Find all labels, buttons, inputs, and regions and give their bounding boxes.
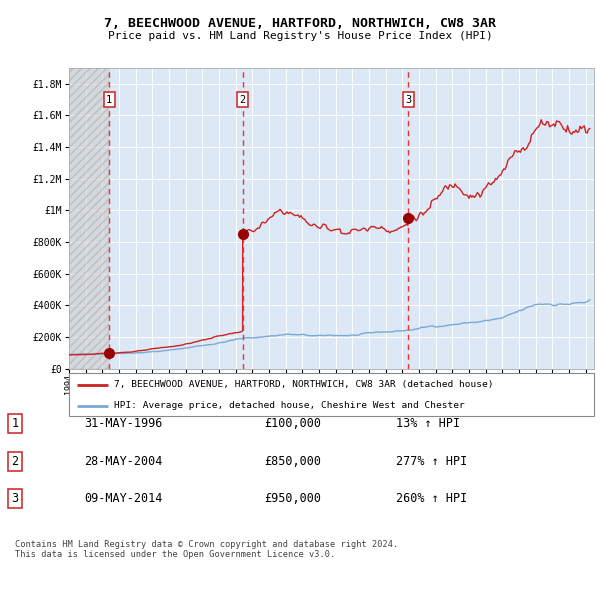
Text: 28-MAY-2004: 28-MAY-2004 [84,455,163,468]
Text: 13% ↑ HPI: 13% ↑ HPI [396,417,460,430]
Text: 277% ↑ HPI: 277% ↑ HPI [396,455,467,468]
Bar [69,68,109,369]
Text: 7, BEECHWOOD AVENUE, HARTFORD, NORTHWICH, CW8 3AR: 7, BEECHWOOD AVENUE, HARTFORD, NORTHWICH… [104,17,496,30]
Text: 260% ↑ HPI: 260% ↑ HPI [396,492,467,505]
Text: 7, BEECHWOOD AVENUE, HARTFORD, NORTHWICH, CW8 3AR (detached house): 7, BEECHWOOD AVENUE, HARTFORD, NORTHWICH… [113,380,493,389]
Text: 09-MAY-2014: 09-MAY-2014 [84,492,163,505]
Text: 2: 2 [239,94,246,104]
Text: £100,000: £100,000 [264,417,321,430]
Text: 3: 3 [405,94,412,104]
Text: Contains HM Land Registry data © Crown copyright and database right 2024.
This d: Contains HM Land Registry data © Crown c… [15,540,398,559]
Text: £850,000: £850,000 [264,455,321,468]
Text: 3: 3 [11,492,19,505]
Text: 1: 1 [106,94,112,104]
Text: 2: 2 [11,455,19,468]
Text: HPI: Average price, detached house, Cheshire West and Chester: HPI: Average price, detached house, Ches… [113,401,464,410]
Text: £950,000: £950,000 [264,492,321,505]
Text: Price paid vs. HM Land Registry's House Price Index (HPI): Price paid vs. HM Land Registry's House … [107,31,493,41]
Text: 31-MAY-1996: 31-MAY-1996 [84,417,163,430]
Text: 1: 1 [11,417,19,430]
FancyBboxPatch shape [69,373,594,416]
